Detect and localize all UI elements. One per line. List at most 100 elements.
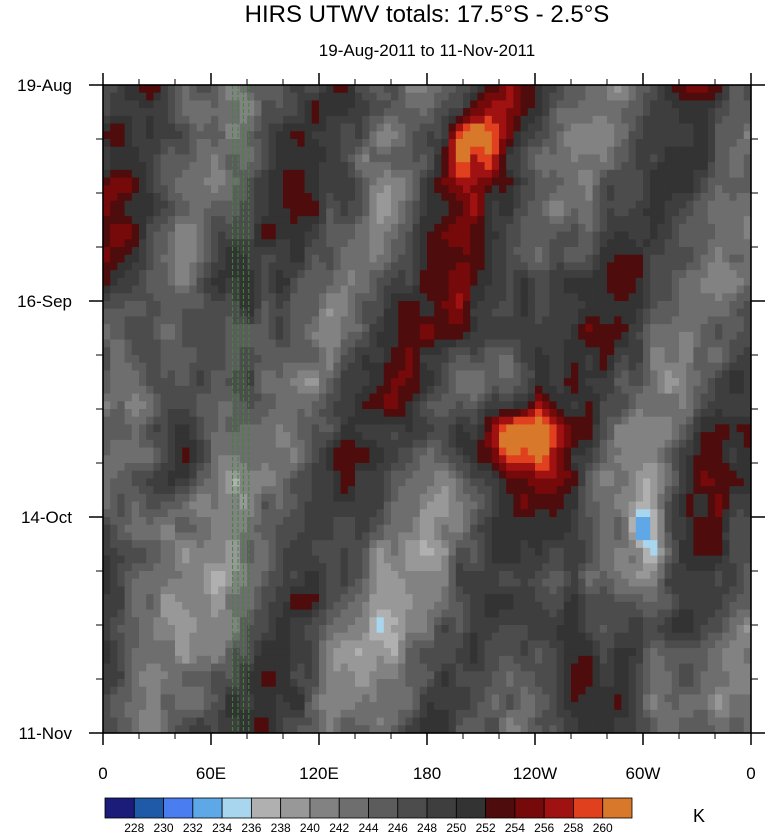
- field-cell: [441, 331, 450, 341]
- field-cell: [124, 131, 133, 140]
- field-cell: [131, 123, 140, 132]
- field-cell: [527, 347, 536, 356]
- field-cell: [247, 362, 255, 372]
- field-cell: [275, 378, 284, 387]
- field-cell: [722, 385, 730, 395]
- field-cell: [535, 216, 543, 225]
- field-cell: [290, 285, 298, 294]
- field-cell: [405, 216, 414, 225]
- field-cell: [196, 270, 205, 279]
- field-cell: [441, 131, 450, 140]
- field-cell: [700, 293, 709, 302]
- field-cell: [729, 347, 738, 356]
- field-cell: [621, 347, 630, 356]
- field-cell: [268, 285, 277, 294]
- field-cell: [679, 277, 687, 287]
- field-cell: [729, 123, 738, 132]
- field-cell: [103, 355, 111, 364]
- field-cell: [333, 478, 342, 487]
- field-cell: [196, 393, 205, 402]
- field-cell: [369, 216, 378, 225]
- field-cell: [283, 355, 291, 364]
- field-cell: [643, 162, 651, 171]
- field-cell: [326, 293, 334, 302]
- field-cell: [463, 270, 471, 279]
- field-cell: [355, 270, 363, 279]
- field-cell: [247, 139, 255, 148]
- field-cell: [275, 139, 284, 148]
- field-cell: [585, 100, 594, 109]
- field-cell: [369, 455, 378, 464]
- field-cell: [527, 254, 536, 264]
- field-cell: [247, 285, 255, 294]
- field-cell: [369, 316, 378, 325]
- field-cell: [621, 447, 630, 456]
- field-cell: [542, 146, 550, 156]
- field-cell: [412, 208, 421, 217]
- field-cell: [124, 293, 133, 302]
- contour-field: [103, 85, 751, 733]
- field-cell: [319, 347, 327, 356]
- field-cell: [340, 254, 349, 264]
- field-cell: [700, 447, 709, 456]
- field-cell: [247, 162, 255, 171]
- field-cell: [160, 108, 169, 117]
- field-cell: [247, 478, 255, 487]
- field-cell: [513, 331, 522, 341]
- field-cell: [448, 247, 457, 256]
- field-cell: [203, 200, 212, 210]
- field-cell: [247, 393, 255, 402]
- field-cell: [448, 370, 457, 379]
- field-cell: [268, 131, 277, 140]
- field-cell: [477, 154, 486, 163]
- field-cell: [614, 378, 622, 387]
- field-cell: [607, 200, 615, 210]
- field-cell: [470, 85, 478, 94]
- field-cell: [376, 123, 385, 132]
- field-cell: [715, 362, 723, 372]
- field-cell: [405, 331, 414, 341]
- field-cell: [693, 316, 702, 325]
- field-cell: [398, 509, 406, 518]
- field-cell: [103, 486, 111, 495]
- field-cell: [448, 270, 457, 279]
- field-cell: [599, 177, 608, 186]
- field-cell: [376, 478, 385, 487]
- field-cell: [607, 409, 615, 418]
- field-cell: [455, 247, 464, 256]
- field-cell: [427, 378, 435, 387]
- field-cell: [643, 393, 651, 402]
- field-cell: [261, 370, 270, 379]
- field-cell: [283, 131, 291, 140]
- field-cell: [304, 401, 313, 410]
- field-cell: [527, 239, 536, 248]
- field-cell: [614, 416, 622, 426]
- field-cell: [160, 355, 169, 364]
- field-cell: [268, 501, 277, 510]
- field-cell: [499, 247, 507, 256]
- field-cell: [549, 270, 558, 279]
- field-cell: [556, 223, 565, 233]
- field-cell: [527, 262, 536, 271]
- field-cell: [707, 331, 716, 341]
- field-cell: [124, 308, 133, 318]
- field-cell: [369, 185, 378, 194]
- field-cell: [657, 254, 666, 264]
- field-cell: [261, 193, 270, 202]
- field-cell: [326, 409, 334, 418]
- field-cell: [117, 432, 126, 441]
- field-cell: [398, 493, 406, 503]
- field-cell: [340, 123, 349, 132]
- field-cell: [261, 331, 270, 341]
- field-cell: [607, 123, 615, 132]
- field-cell: [203, 154, 212, 163]
- field-cell: [736, 347, 745, 356]
- field-cell: [297, 416, 306, 426]
- field-cell: [542, 470, 550, 480]
- field-cell: [664, 169, 673, 179]
- field-cell: [131, 401, 140, 410]
- field-cell: [513, 370, 522, 379]
- field-cell: [268, 100, 277, 109]
- field-cell: [527, 470, 536, 480]
- field-cell: [434, 216, 442, 225]
